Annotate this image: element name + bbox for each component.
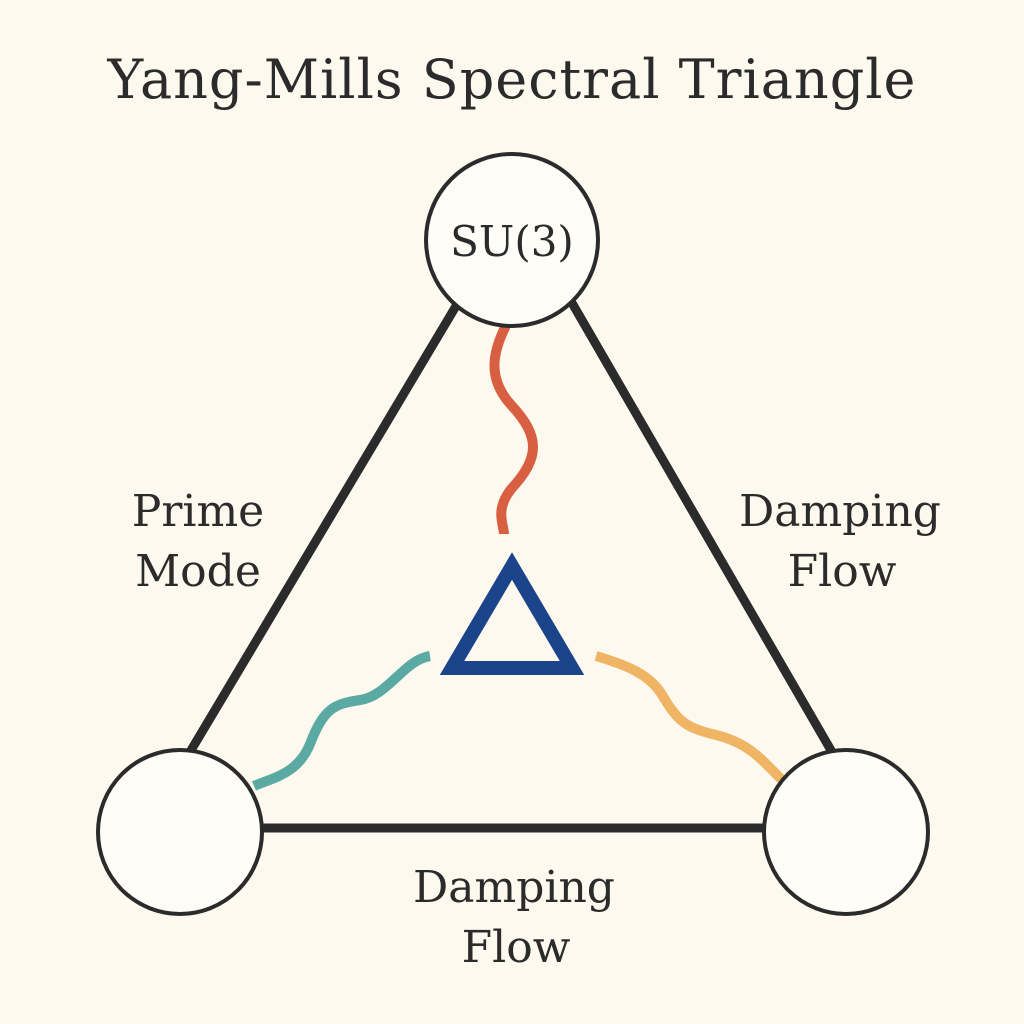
diagram-title: Yang-Mills Spectral Triangle: [107, 48, 917, 111]
delta-icon: [439, 552, 585, 675]
node-bottom-left: [96, 748, 264, 916]
edge-right-label-line2: Flow: [788, 546, 897, 597]
wave-right: [594, 651, 786, 784]
node-top-label: SU(3): [450, 217, 574, 266]
edge-left-label-line2: Mode: [135, 546, 261, 597]
edge-bottom-label: Damping: [413, 862, 615, 913]
edge-left: [185, 291, 467, 757]
wave-left: [251, 651, 432, 791]
edge-left-label: Prime: [132, 486, 264, 537]
edge-bottom-label-line2: Flow: [462, 922, 571, 973]
node-top: [424, 152, 600, 328]
edge-right-label: Damping: [739, 486, 941, 537]
wave-top: [489, 315, 538, 535]
edge-right: [563, 291, 837, 757]
node-bottom-right: [762, 748, 930, 916]
